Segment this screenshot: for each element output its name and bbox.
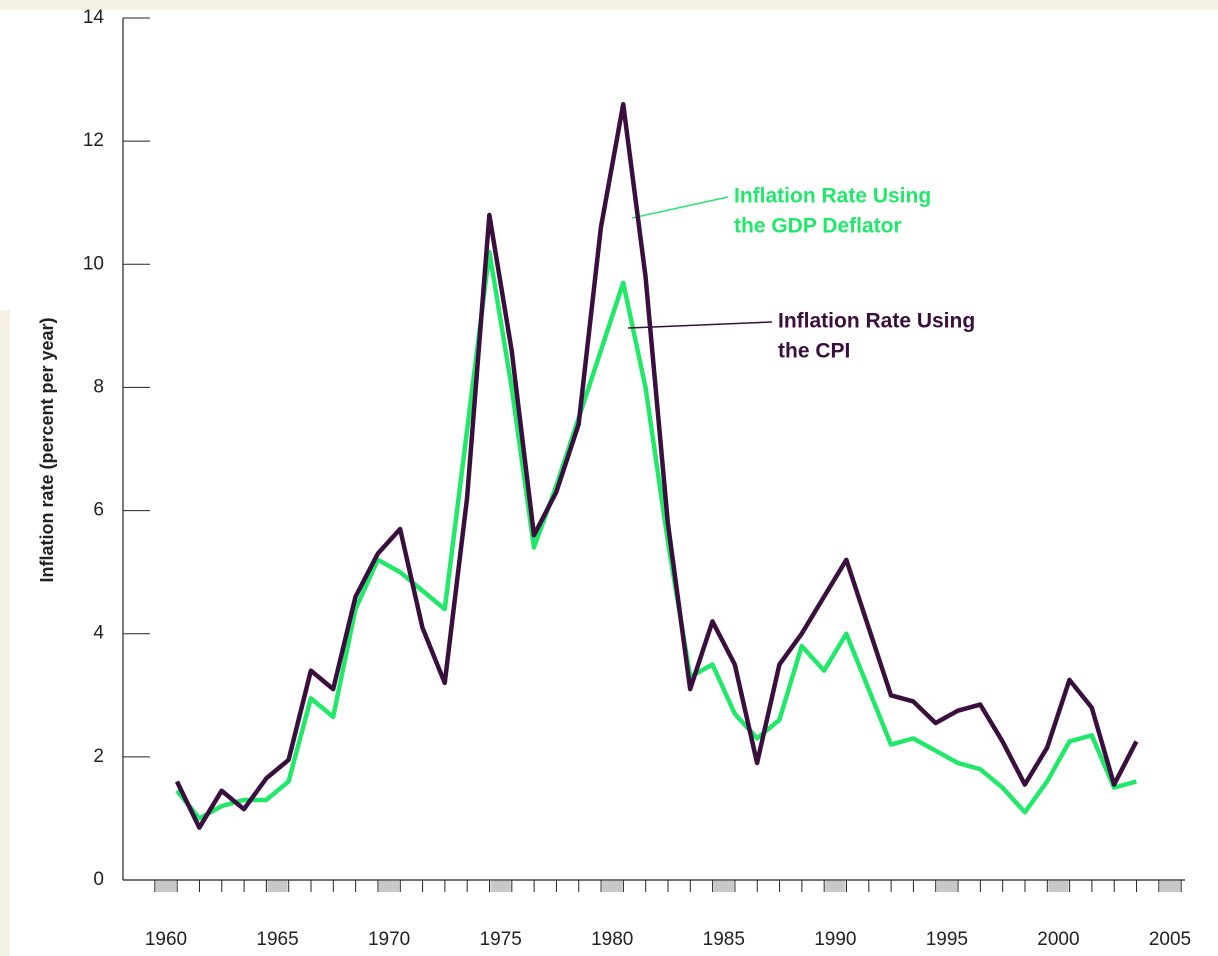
left-band (0, 310, 10, 956)
x-tick-label: 1970 (368, 929, 410, 950)
x-tick-label: 2000 (1037, 929, 1079, 950)
x-tick-label: 1960 (145, 929, 187, 950)
x-tick-label: 1980 (591, 929, 633, 950)
x-tick-label: 1975 (480, 929, 522, 950)
x-tick-label: 1990 (814, 929, 856, 950)
y-tick-label: 4 (93, 623, 104, 644)
y-tick-label: 10 (83, 253, 104, 274)
x-tick-cell (825, 881, 846, 892)
x-tick-cell (378, 881, 400, 892)
x-tick-label: 2005 (1149, 929, 1191, 950)
x-tick-cell (602, 881, 623, 892)
x-tick-cell (713, 881, 734, 892)
x-tick-cell (155, 881, 177, 892)
y-tick-label: 0 (93, 869, 104, 890)
x-tick-cell (490, 881, 511, 892)
annotation-leader (631, 196, 729, 219)
y-axis-label: Inflation rate (percent per year) (37, 317, 57, 582)
x-tick-label: 1965 (256, 929, 298, 950)
x-tick-cell (1048, 881, 1069, 892)
series-line (174, 101, 1139, 830)
x-tick-cell (267, 881, 288, 892)
x-tick-cell (1159, 881, 1181, 892)
annotation: the CPI (778, 340, 850, 363)
annotation: the GDP Deflator (734, 215, 902, 238)
y-tick-label: 2 (93, 746, 104, 767)
x-tick-cell (936, 881, 958, 892)
y-tick-label: 14 (83, 7, 105, 28)
x-tick-label: 1985 (703, 929, 745, 950)
series-line (175, 249, 1137, 821)
annotation-leader (627, 321, 773, 329)
top-band (0, 0, 1218, 10)
annotation: Inflation Rate Using (734, 185, 931, 208)
y-tick-label: 6 (93, 500, 104, 521)
y-tick-label: 12 (83, 130, 104, 151)
annotation: Inflation Rate Using (778, 310, 975, 333)
x-tick-label: 1995 (926, 929, 968, 950)
y-tick-label: 8 (93, 376, 104, 397)
